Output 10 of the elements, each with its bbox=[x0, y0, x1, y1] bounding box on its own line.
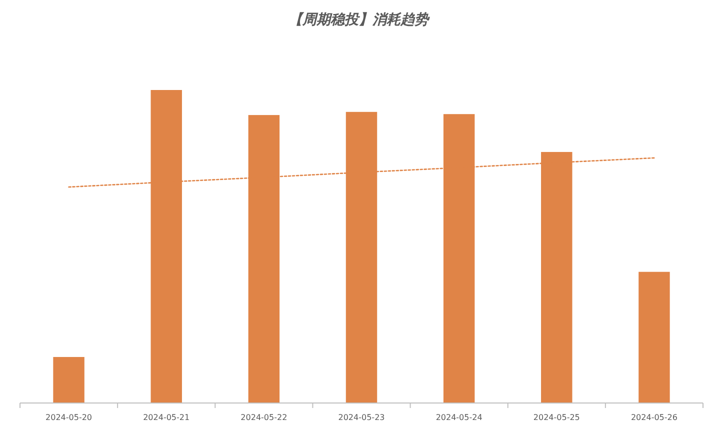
x-tick-label: 2024-05-22 bbox=[240, 413, 288, 422]
x-tick-label: 2024-05-21 bbox=[143, 413, 190, 422]
bar bbox=[638, 272, 670, 403]
x-tick-label: 2024-05-20 bbox=[46, 413, 92, 422]
x-tick-label: 2024-05-26 bbox=[630, 413, 678, 422]
x-tick-label: 2024-05-24 bbox=[436, 413, 482, 422]
x-tick-label: 2024-05-23 bbox=[338, 413, 385, 422]
x-tick-label: 2024-05-25 bbox=[533, 413, 580, 422]
chart-title: 【周期稳投】消耗趋势 bbox=[288, 12, 430, 28]
bar bbox=[53, 356, 84, 403]
